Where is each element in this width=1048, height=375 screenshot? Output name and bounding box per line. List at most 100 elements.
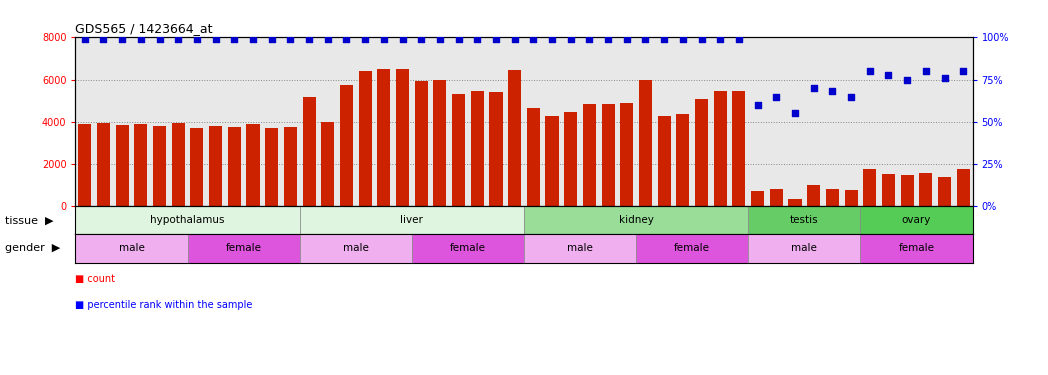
- Bar: [415, 81, 428, 206]
- Point: [693, 36, 709, 42]
- Point: [208, 36, 224, 42]
- Bar: [97, 123, 110, 206]
- Bar: [695, 99, 708, 206]
- Point: [899, 76, 916, 82]
- Point: [675, 36, 692, 42]
- Text: kidney: kidney: [618, 215, 654, 225]
- Point: [917, 68, 934, 74]
- Point: [712, 36, 728, 42]
- Point: [189, 36, 205, 42]
- Point: [432, 36, 449, 42]
- Point: [824, 88, 840, 94]
- Text: male: male: [118, 243, 145, 254]
- Bar: [340, 85, 353, 206]
- Point: [506, 36, 523, 42]
- Bar: [412, 234, 524, 262]
- Bar: [75, 234, 188, 262]
- Point: [226, 36, 243, 42]
- Point: [451, 36, 467, 42]
- Point: [132, 36, 149, 42]
- Bar: [620, 103, 633, 206]
- Bar: [489, 92, 502, 206]
- Point: [637, 36, 654, 42]
- Bar: [452, 94, 465, 206]
- Bar: [583, 104, 596, 206]
- Text: ovary: ovary: [901, 215, 932, 225]
- Point: [356, 36, 373, 42]
- Point: [487, 36, 504, 42]
- Bar: [676, 114, 690, 206]
- Point: [563, 36, 580, 42]
- Bar: [396, 69, 409, 206]
- Text: female: female: [674, 243, 711, 254]
- Text: ■ percentile rank within the sample: ■ percentile rank within the sample: [75, 300, 253, 310]
- Bar: [79, 124, 91, 206]
- Bar: [807, 185, 821, 206]
- Point: [768, 93, 785, 99]
- Point: [244, 36, 261, 42]
- Point: [468, 36, 485, 42]
- Bar: [300, 234, 412, 262]
- Point: [544, 36, 561, 42]
- Point: [282, 36, 299, 42]
- Bar: [284, 127, 297, 206]
- Text: male: male: [343, 243, 369, 254]
- Bar: [434, 80, 446, 206]
- Text: female: female: [225, 243, 262, 254]
- Bar: [882, 174, 895, 206]
- Point: [936, 75, 953, 81]
- Point: [749, 102, 766, 108]
- Bar: [191, 128, 203, 206]
- Text: GDS565 / 1423664_at: GDS565 / 1423664_at: [75, 22, 213, 35]
- Point: [599, 36, 616, 42]
- Bar: [303, 96, 315, 206]
- Bar: [919, 172, 933, 206]
- Bar: [714, 91, 726, 206]
- Point: [77, 36, 93, 42]
- Bar: [636, 234, 748, 262]
- Bar: [172, 123, 184, 206]
- Text: female: female: [898, 243, 935, 254]
- Bar: [246, 124, 260, 206]
- Point: [95, 36, 112, 42]
- Text: gender  ▶: gender ▶: [5, 243, 61, 254]
- Text: ■ count: ■ count: [75, 274, 115, 284]
- Bar: [227, 127, 241, 206]
- Point: [787, 110, 804, 116]
- Bar: [115, 125, 129, 206]
- Point: [339, 36, 355, 42]
- Bar: [860, 234, 973, 262]
- Bar: [900, 175, 914, 206]
- Point: [375, 36, 392, 42]
- Point: [114, 36, 131, 42]
- Point: [394, 36, 411, 42]
- Point: [656, 36, 673, 42]
- Bar: [938, 177, 951, 206]
- Bar: [524, 234, 636, 262]
- Point: [581, 36, 597, 42]
- Bar: [377, 69, 390, 206]
- Bar: [153, 126, 166, 206]
- Bar: [210, 126, 222, 206]
- Point: [263, 36, 280, 42]
- Point: [618, 36, 635, 42]
- Bar: [322, 122, 334, 206]
- Bar: [733, 91, 745, 206]
- Point: [843, 93, 859, 99]
- Point: [955, 68, 971, 74]
- Bar: [471, 91, 484, 206]
- Bar: [957, 170, 969, 206]
- Point: [301, 36, 318, 42]
- Bar: [658, 116, 671, 206]
- Bar: [524, 206, 748, 234]
- Text: male: male: [567, 243, 593, 254]
- Point: [170, 36, 187, 42]
- Bar: [134, 124, 148, 206]
- Point: [151, 36, 168, 42]
- Bar: [748, 234, 860, 262]
- Bar: [75, 206, 300, 234]
- Bar: [788, 199, 802, 206]
- Point: [880, 72, 897, 78]
- Text: male: male: [791, 243, 817, 254]
- Bar: [265, 128, 278, 206]
